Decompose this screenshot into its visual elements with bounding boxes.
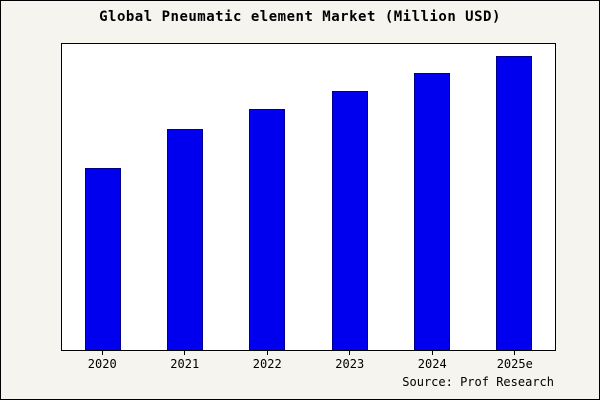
x-tick-label: 2024 — [417, 357, 447, 371]
bar-2025e — [495, 55, 532, 350]
tick-mark — [266, 351, 268, 355]
x-tick-label: 2020 — [87, 357, 117, 371]
tick-mark — [514, 351, 516, 355]
bar-2020 — [85, 167, 122, 350]
bar-cell — [309, 44, 391, 350]
chart-title: Global Pneumatic element Market (Million… — [99, 9, 501, 25]
tick-cell: 2024 — [391, 351, 474, 373]
bar-cell — [391, 44, 473, 350]
x-tick-label: 2021 — [170, 357, 200, 371]
bar-cell — [226, 44, 308, 350]
x-tick-label: 2025e — [496, 357, 533, 371]
bar-cell — [144, 44, 226, 350]
tick-cell: 2022 — [226, 351, 309, 373]
tick-cell: 2020 — [61, 351, 144, 373]
tick-cell: 2025e — [474, 351, 557, 373]
tick-mark — [184, 351, 186, 355]
bar-2021 — [167, 129, 204, 350]
tick-mark — [431, 351, 433, 355]
bars — [62, 44, 555, 350]
tick-cell: 2023 — [309, 351, 392, 373]
bar-2022 — [249, 108, 286, 350]
tick-cell: 2021 — [144, 351, 227, 373]
bar-cell — [62, 44, 144, 350]
tick-mark — [101, 351, 103, 355]
source-note: Source: Prof Research — [402, 375, 554, 389]
tick-mark — [349, 351, 351, 355]
x-tick-label: 2023 — [335, 357, 365, 371]
x-tick-label: 2022 — [252, 357, 282, 371]
bar-cell — [473, 44, 555, 350]
bar-2023 — [331, 91, 368, 350]
x-axis-labels: 2020 2021 2022 2023 2024 2025e — [61, 351, 556, 373]
plot-area — [61, 43, 556, 351]
bar-2024 — [413, 73, 450, 350]
